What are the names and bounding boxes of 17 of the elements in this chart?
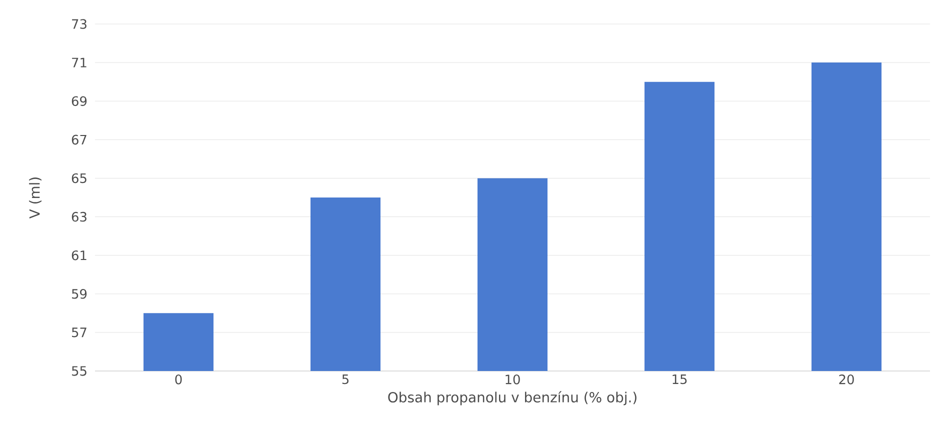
x-axis-title: Obsah propanolu v benzínu (% obj.) [388,391,636,406]
x-tick-label: 10 [506,374,520,384]
y-tick-label: 57 [72,328,86,338]
y-tick-label: 55 [72,366,86,376]
y-tick-label: 61 [72,250,86,260]
y-tick-label: 67 [72,134,86,145]
y-tick-label: 59 [72,288,87,299]
y-axis-title: V (ml) [29,178,42,219]
y-tick-label: 65 [72,173,86,184]
y-tick-label: 71 [72,58,86,68]
y-tick-label: 63 [72,212,86,222]
y-tick-label: 69 [72,96,87,106]
y-tick-label: 73 [72,19,86,29]
x-tick-label: 15 [672,374,687,384]
x-tick-label: 0 [175,374,182,384]
x-tick-label: 5 [342,374,348,384]
x-tick-label: 20 [839,374,854,384]
